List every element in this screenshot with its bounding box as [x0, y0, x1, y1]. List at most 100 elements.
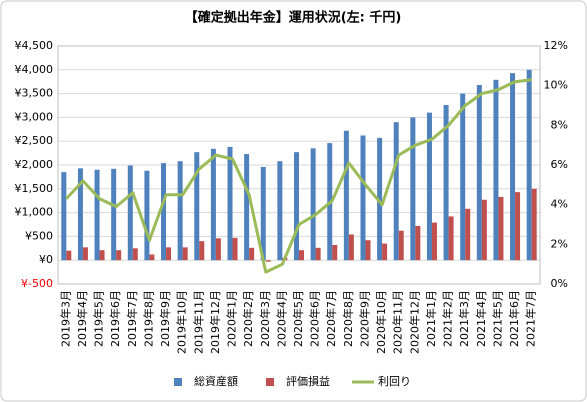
- bar: [94, 169, 100, 261]
- legend-label: 利回り: [378, 375, 411, 388]
- bar: [481, 199, 487, 261]
- bar: [410, 117, 416, 261]
- bar: [111, 168, 117, 261]
- bar: [232, 237, 238, 261]
- x-tick-label: 2020年1月: [225, 290, 239, 347]
- bar: [443, 105, 449, 261]
- x-tick-label: 2019年5月: [92, 290, 106, 347]
- bar: [343, 130, 349, 261]
- y2-tick-label: 4%: [551, 198, 568, 211]
- y-tick-label: ¥3,000: [15, 110, 54, 123]
- x-tick-label: 2020年12月: [407, 290, 421, 354]
- bar: [360, 135, 366, 261]
- line: [65, 78, 532, 274]
- bar: [144, 170, 150, 261]
- bar: [460, 93, 466, 261]
- bar: [210, 148, 216, 261]
- x-tick-label: 2020年9月: [357, 290, 371, 347]
- bar: [310, 148, 316, 261]
- bar: [332, 244, 338, 261]
- bar: [132, 248, 138, 261]
- bar: [277, 161, 283, 261]
- bar: [194, 152, 200, 261]
- bar: [177, 161, 183, 261]
- bar: [415, 225, 421, 261]
- x-tick-label: 2019年4月: [75, 290, 89, 347]
- y-tick-label: ¥500: [25, 229, 53, 242]
- x-tick-label: 2020年8月: [341, 290, 355, 347]
- x-tick-label: 2019年3月: [58, 290, 72, 347]
- chart-title: 【確定拠出年金】運用状況(左: 千円): [185, 10, 402, 26]
- y-tick-label: ¥3,500: [15, 87, 54, 100]
- y2-tick-label: 12%: [544, 39, 568, 52]
- x-tick-label: 2021年7月: [524, 290, 538, 347]
- plot-border: [57, 45, 541, 285]
- bar: [182, 247, 188, 261]
- bar: [149, 254, 155, 261]
- bar: [493, 79, 499, 261]
- x-tick-label: 2019年8月: [141, 290, 155, 347]
- bar: [431, 222, 437, 261]
- bar: [510, 73, 516, 261]
- bar: [294, 152, 299, 261]
- bar: [465, 208, 471, 261]
- bar: [265, 260, 271, 262]
- bar: [66, 250, 72, 261]
- x-tick-label: 2021年1月: [424, 290, 438, 347]
- bar: [515, 192, 521, 261]
- x-tick-label: 2021年5月: [490, 290, 504, 347]
- bar: [227, 146, 233, 261]
- y-tick-label: ¥1,500: [15, 182, 54, 195]
- x-tick-label: 2019年12月: [208, 290, 222, 354]
- bar: [166, 247, 172, 261]
- bar: [377, 137, 383, 261]
- x-tick-label: 2019年11月: [191, 290, 205, 354]
- x-tick-label: 2021年2月: [441, 290, 455, 347]
- bar: [382, 243, 388, 261]
- x-tick-label: 2019年7月: [125, 290, 139, 347]
- bar: [61, 172, 67, 261]
- y-tick-label: ¥0: [39, 253, 53, 266]
- x-tick-label: 2020年7月: [324, 290, 338, 347]
- x-tick-label: 2020年10月: [374, 290, 388, 354]
- y-tick-label: ¥4,000: [15, 63, 54, 76]
- x-tick-label: 2021年3月: [457, 290, 471, 347]
- x-tick-label: 2020年11月: [391, 290, 405, 354]
- x-tick-label: 2019年9月: [158, 290, 172, 347]
- bar: [398, 230, 404, 261]
- legend-label: 総資産額: [194, 374, 238, 388]
- bar: [348, 234, 354, 261]
- y2-tick-label: 0%: [551, 277, 568, 290]
- y2-tick-label: 6%: [551, 158, 568, 171]
- bar: [82, 247, 88, 261]
- bar: [365, 240, 371, 261]
- x-tick-label: 2019年10月: [175, 290, 189, 354]
- bar: [215, 238, 221, 261]
- bar: [199, 241, 205, 261]
- bar: [299, 250, 304, 261]
- x-tick-label: 2020年3月: [258, 290, 272, 347]
- bar: [116, 250, 122, 261]
- bar: [531, 188, 537, 261]
- x-tick-label: 2021年6月: [507, 290, 521, 347]
- y-tick-label: ¥1,000: [15, 206, 54, 219]
- bar: [249, 247, 255, 261]
- x-tick-label: 2020年4月: [274, 290, 288, 347]
- bar: [448, 216, 454, 261]
- y-tick-label: ¥4,500: [15, 39, 54, 52]
- bar: [99, 250, 105, 261]
- bar: [476, 85, 482, 261]
- y2-tick-label: 2%: [551, 237, 568, 250]
- legend-label: 評価損益: [286, 374, 330, 388]
- x-tick-label: 2019年6月: [108, 290, 122, 347]
- bar: [526, 69, 532, 261]
- legend-swatch: [266, 378, 274, 386]
- bar: [127, 165, 133, 261]
- x-tick-label: 2020年6月: [308, 290, 322, 347]
- bar: [161, 163, 167, 261]
- legend-swatch: [174, 378, 182, 386]
- bar: [77, 168, 83, 261]
- x-tick-label: 2021年4月: [474, 290, 488, 347]
